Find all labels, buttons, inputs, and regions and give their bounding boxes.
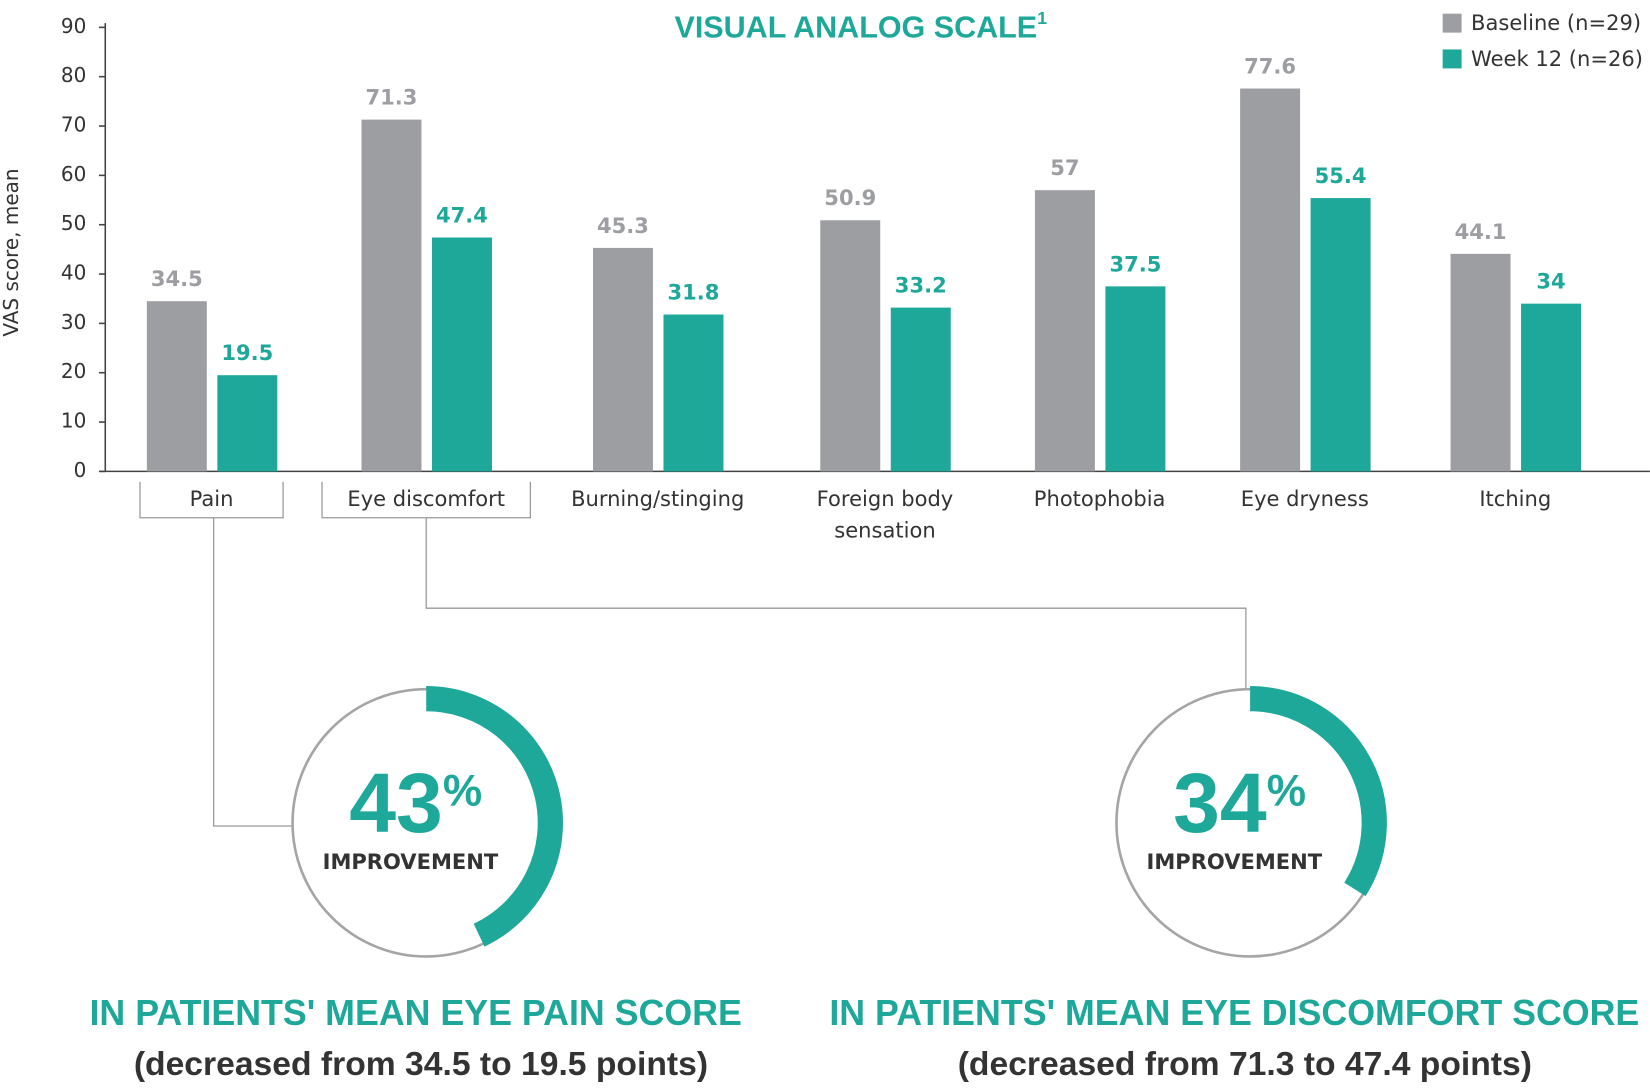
improvement-arc: [1249, 686, 1387, 897]
value-label: 50.9: [824, 185, 876, 210]
pain-bracket: [139, 481, 284, 519]
y-tick-label: 50: [61, 211, 86, 235]
y-tick-label: 10: [61, 409, 86, 433]
value-label: 45.3: [597, 213, 649, 238]
x-tick-label: Eye discomfort: [347, 486, 505, 511]
y-tick-label: 0: [74, 458, 87, 482]
percent-unit: %: [443, 766, 482, 815]
y-axis-label: VAS score, mean: [0, 168, 23, 336]
value-label: 71.3: [366, 85, 418, 110]
x-tick-label: Eye dryness: [1241, 486, 1369, 511]
x-tick-label: Pain: [190, 486, 234, 511]
bar: [592, 247, 653, 472]
title-superscript: 1: [1037, 8, 1047, 28]
y-tick-label: 30: [61, 310, 86, 334]
callout-detail: (decreased from 34.5 to 19.5 points): [134, 1046, 708, 1083]
bar: [431, 237, 492, 472]
value-label: 55.4: [1315, 163, 1367, 188]
value-label: 47.4: [436, 202, 488, 227]
value-label: 34: [1536, 269, 1565, 294]
improvement-arc: [426, 686, 563, 947]
y-tick-label: 80: [61, 63, 86, 87]
value-label: 34.5: [151, 266, 203, 291]
discomfort-connector: [425, 517, 1247, 690]
legend-swatch: [1442, 49, 1462, 69]
improvement-percent: 43%: [349, 756, 482, 850]
value-label: 57: [1050, 155, 1079, 180]
y-tick-label: 60: [61, 162, 86, 186]
callout-headline: IN PATIENTS' MEAN EYE DISCOMFORT SCORE: [829, 993, 1639, 1033]
y-tick-label: 70: [61, 113, 86, 137]
improvement-percent: 34%: [1173, 756, 1306, 850]
percent-value: 34: [1173, 756, 1267, 850]
y-tick-label: 20: [61, 359, 86, 383]
bar: [217, 375, 278, 472]
callout-detail: (decreased from 71.3 to 47.4 points): [958, 1046, 1532, 1083]
bar: [1105, 286, 1166, 472]
bar: [890, 307, 951, 472]
x-tick-label: Photophobia: [1034, 486, 1166, 511]
legend-label: Week 12 (n=26): [1471, 46, 1643, 71]
value-label: 77.6: [1244, 53, 1296, 78]
title-text: VISUAL ANALOG SCALE: [674, 11, 1037, 45]
bar: [1240, 88, 1301, 472]
bar: [1450, 253, 1511, 472]
value-label: 31.8: [668, 279, 720, 304]
value-label: 37.5: [1109, 251, 1161, 276]
bar: [820, 220, 881, 472]
improvement-label: IMPROVEMENT: [1147, 849, 1323, 874]
value-label: 44.1: [1455, 219, 1507, 244]
percent-value: 43: [349, 756, 443, 850]
bar: [146, 301, 207, 472]
value-label: 33.2: [895, 273, 947, 298]
legend-swatch: [1442, 13, 1462, 33]
pain-connector: [213, 517, 292, 827]
x-tick-label: Itching: [1479, 486, 1551, 511]
x-tick-label: Foreign body sensation: [817, 486, 954, 543]
bar: [663, 314, 724, 472]
bar: [1310, 198, 1371, 472]
value-label: 19.5: [221, 340, 273, 365]
y-tick-label: 90: [61, 14, 86, 38]
bar: [1521, 303, 1582, 472]
legend-label: Baseline (n=29): [1471, 10, 1641, 35]
improvement-label: IMPROVEMENT: [323, 849, 499, 874]
x-tick-label: Burning/stinging: [571, 486, 744, 511]
callout-headline: IN PATIENTS' MEAN EYE PAIN SCORE: [90, 993, 742, 1033]
percent-unit: %: [1267, 766, 1306, 815]
bar: [361, 119, 422, 472]
y-tick-label: 40: [61, 261, 86, 285]
brackets: [139, 481, 1247, 827]
chart-title: VISUAL ANALOG SCALE1: [674, 8, 1047, 45]
bar: [1034, 190, 1095, 472]
